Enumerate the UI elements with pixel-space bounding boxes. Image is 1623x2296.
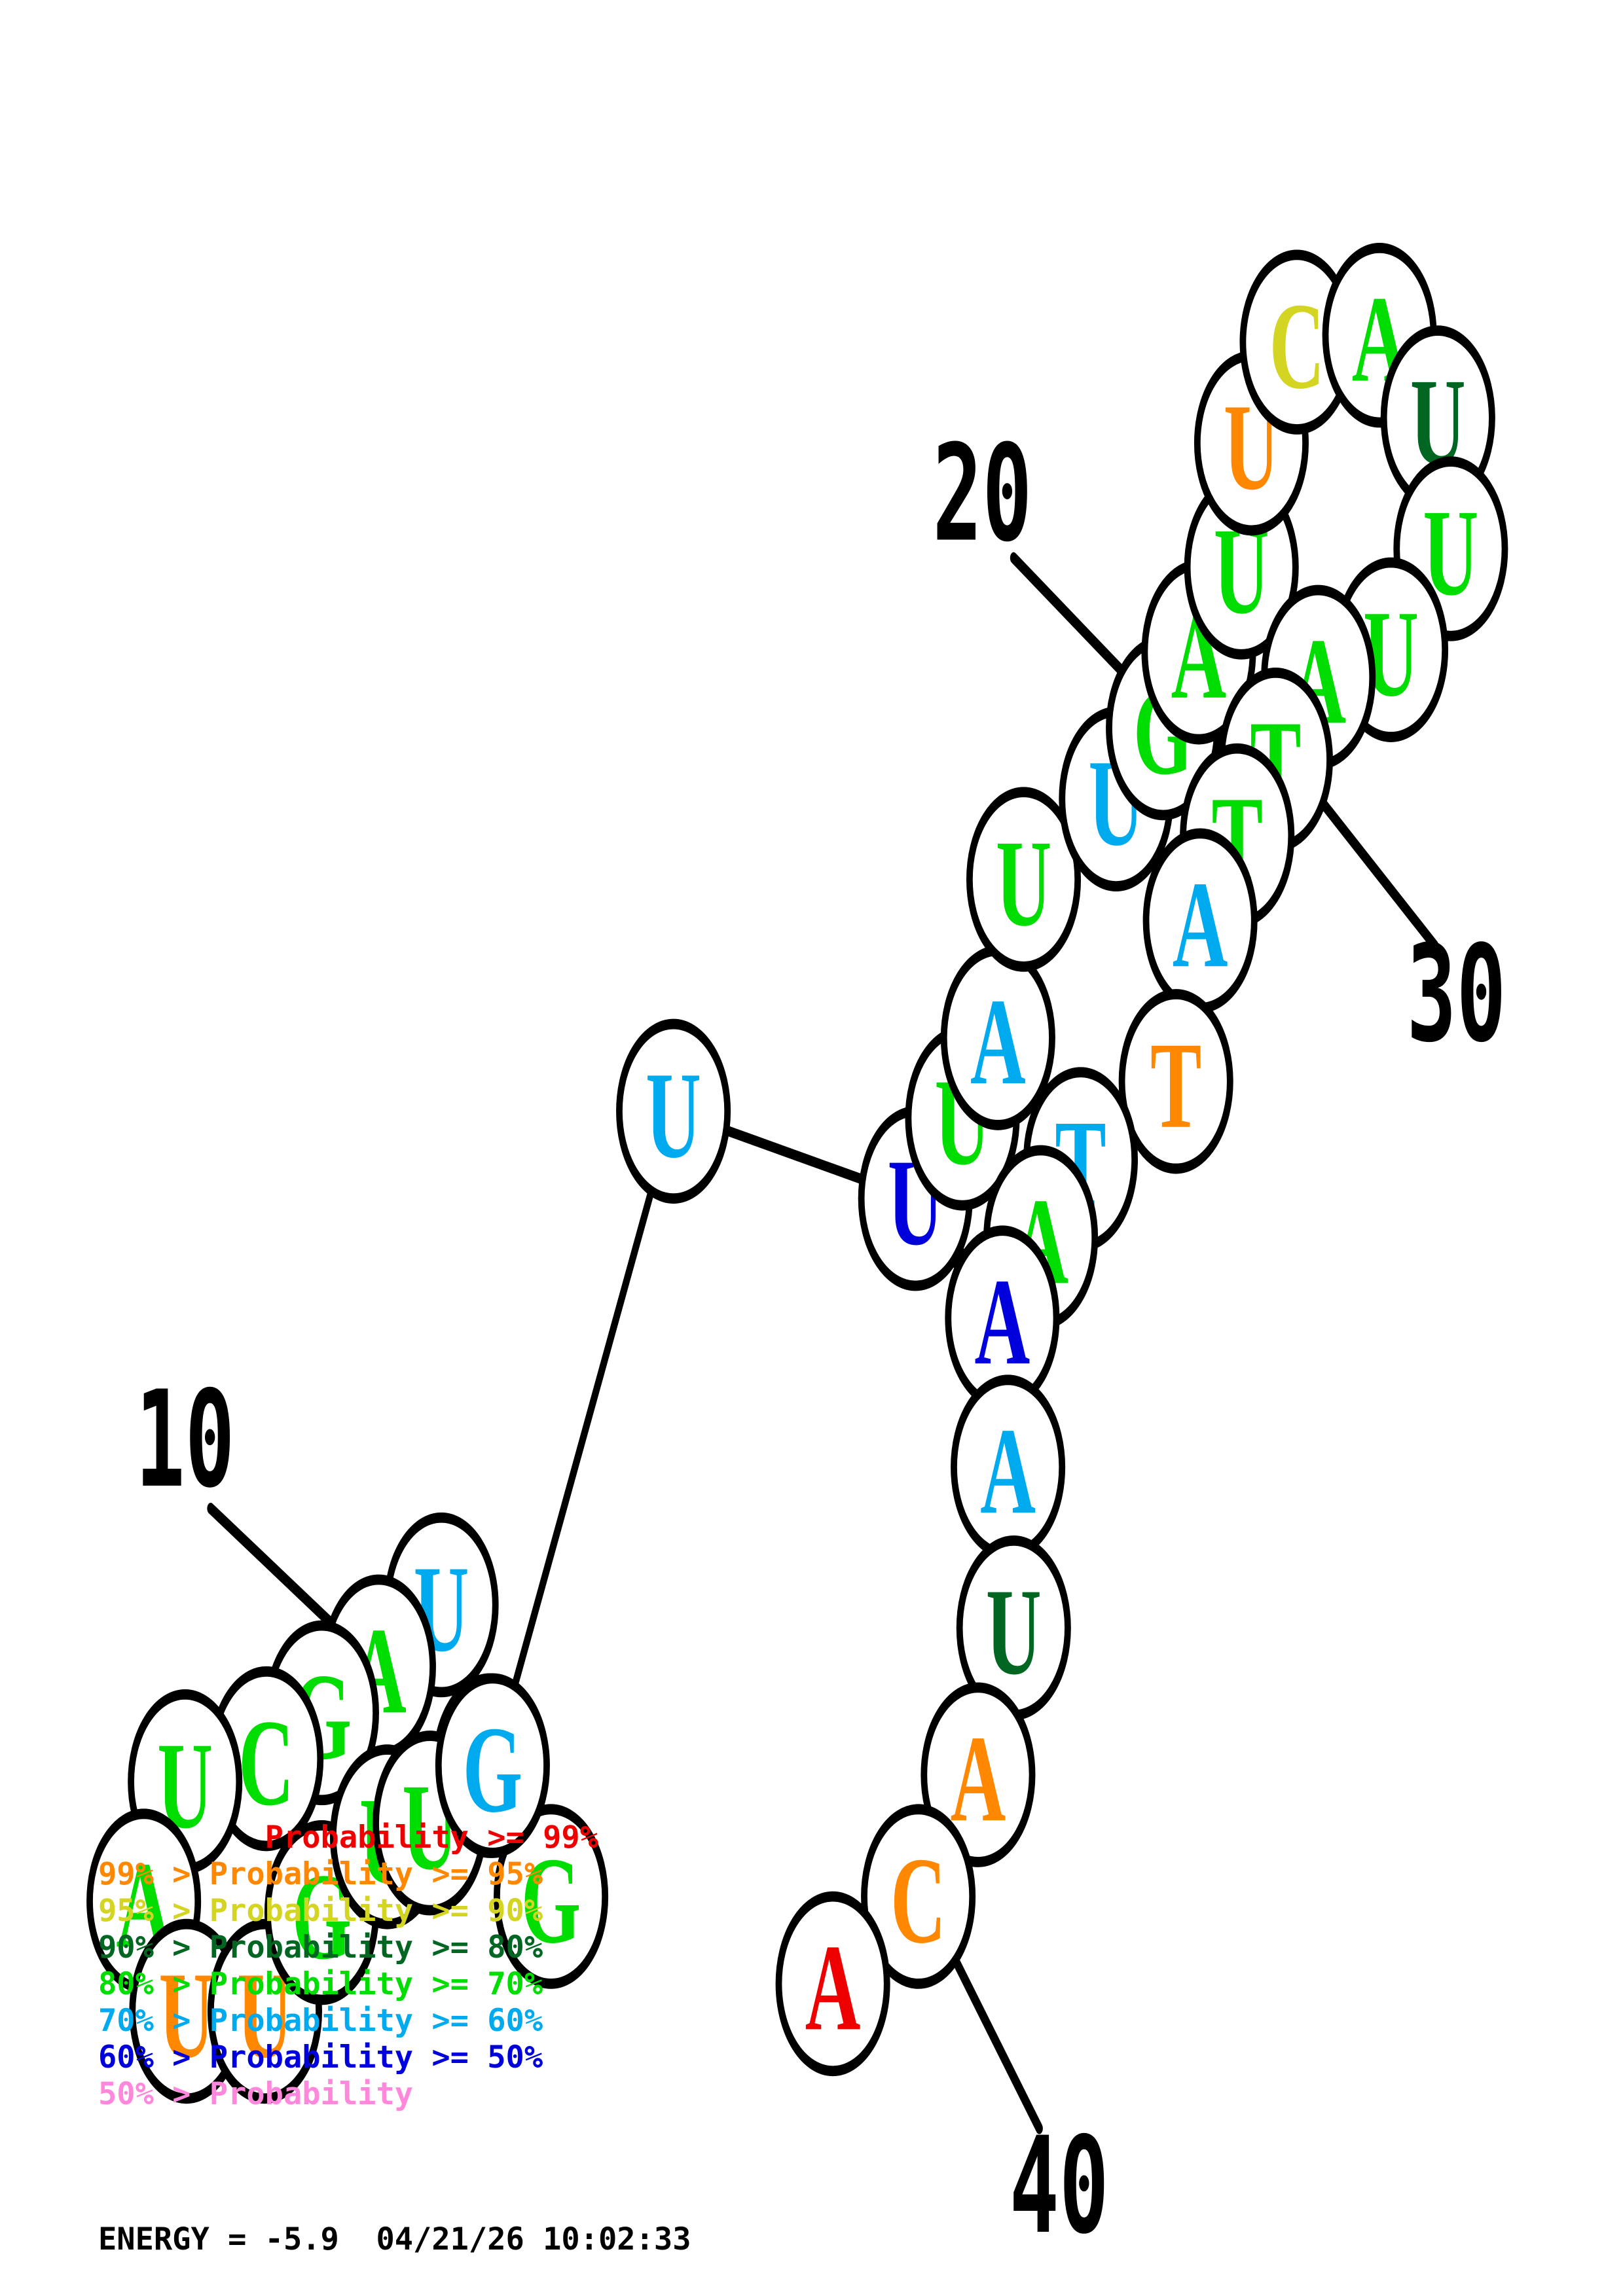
- position-label-20: 20: [933, 416, 1032, 571]
- legend-row-7: 50% > Probability: [98, 2076, 414, 2112]
- nucleotide-node[interactable]: A: [1142, 828, 1258, 1013]
- nucleotide-letter: A: [951, 1711, 1006, 1848]
- nucleotide-circle[interactable]: [616, 1018, 731, 1204]
- nucleotide-letter: A: [1173, 857, 1228, 994]
- nucleotide-letter: G: [463, 1702, 522, 1839]
- nucleotide-circle[interactable]: [435, 1673, 550, 1858]
- nucleotide-node[interactable]: G: [435, 1673, 550, 1858]
- nucleotide-nodes: GGUAGCUAUUGUUGUUUAUUGAUUCAUUUATTATTAAAUA…: [86, 242, 1508, 2104]
- nucleotide-node[interactable]: G: [494, 1804, 609, 1989]
- legend-row-2: 95% > Probability >= 90%: [98, 1893, 543, 1929]
- nucleotide-letter: U: [986, 1564, 1042, 1701]
- nucleotide-circle[interactable]: [494, 1804, 609, 1989]
- nucleotide-node[interactable]: A: [940, 945, 1055, 1130]
- nucleotide-circle[interactable]: [921, 1682, 1036, 1867]
- nucleotide-node[interactable]: A: [775, 1891, 890, 2077]
- backbone-link: [511, 1183, 655, 1693]
- nucleotide-node[interactable]: U: [956, 1535, 1071, 1721]
- nucleotide-circle[interactable]: [1118, 989, 1233, 1174]
- energy-footer: ENERGY = -5.9 04/21/26 10:02:33: [98, 2221, 691, 2257]
- nucleotide-node[interactable]: U: [616, 1018, 731, 1204]
- nucleotide-letter: C: [890, 1833, 946, 1969]
- nucleotide-letter: A: [974, 1254, 1030, 1391]
- nucleotide-circle[interactable]: [861, 1804, 976, 1989]
- nucleotide-node[interactable]: C: [861, 1804, 976, 1989]
- position-number-labels: 10 20 30 40: [136, 416, 1506, 2263]
- nucleotide-letter: G: [521, 1833, 581, 1969]
- nucleotide-node[interactable]: C: [1239, 249, 1355, 435]
- nucleotide-letter: A: [970, 974, 1026, 1111]
- position-label-10: 10: [136, 1362, 235, 1517]
- nucleotide-node[interactable]: U: [966, 787, 1082, 972]
- nucleotide-node[interactable]: T: [1118, 989, 1233, 1174]
- position-label-40: 40: [1010, 2108, 1109, 2263]
- nucleotide-letter: U: [158, 1947, 214, 2084]
- legend-row-3: 90% > Probability >= 80%: [98, 1929, 543, 1965]
- legend-row-5: 70% > Probability >= 60%: [98, 2003, 543, 2039]
- nucleotide-node[interactable]: A: [945, 1225, 1060, 1410]
- legend-row-6: 60% > Probability >= 50%: [98, 2039, 543, 2075]
- position-label-30: 30: [1407, 917, 1506, 1072]
- nucleotide-letter: U: [996, 816, 1051, 952]
- legend-row-0: Probability >= 99%: [98, 1820, 599, 1856]
- nucleotide-node[interactable]: U: [129, 1918, 244, 2104]
- legend-row-4: 80% > Probability >= 70%: [98, 1966, 543, 2002]
- nucleotide-letter: C: [1269, 278, 1325, 415]
- nucleotide-node[interactable]: A: [921, 1682, 1036, 1867]
- nucleotide-letter: C: [238, 1695, 294, 1832]
- nucleotide-letter: A: [805, 1920, 861, 2056]
- legend-row-1: 99% > Probability >= 95%: [98, 1856, 543, 1892]
- nucleotide-letter: A: [980, 1403, 1036, 1540]
- nucleotide-circle[interactable]: [966, 787, 1082, 972]
- probability-legend: Probability >= 99% 99% > Probability >= 9…: [98, 1820, 598, 2113]
- nucleotide-node[interactable]: A: [951, 1374, 1066, 1560]
- nucleotide-circle[interactable]: [775, 1891, 890, 2077]
- nucleotide-letter: U: [646, 1047, 701, 1184]
- position-leader-line: [1010, 552, 1143, 695]
- nucleotide-letter: T: [1150, 1018, 1201, 1155]
- backbone-link: [721, 1124, 867, 1185]
